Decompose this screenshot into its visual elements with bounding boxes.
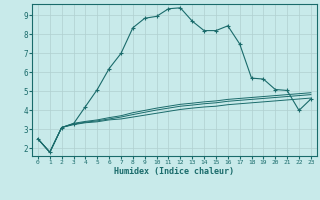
X-axis label: Humidex (Indice chaleur): Humidex (Indice chaleur) (115, 167, 234, 176)
